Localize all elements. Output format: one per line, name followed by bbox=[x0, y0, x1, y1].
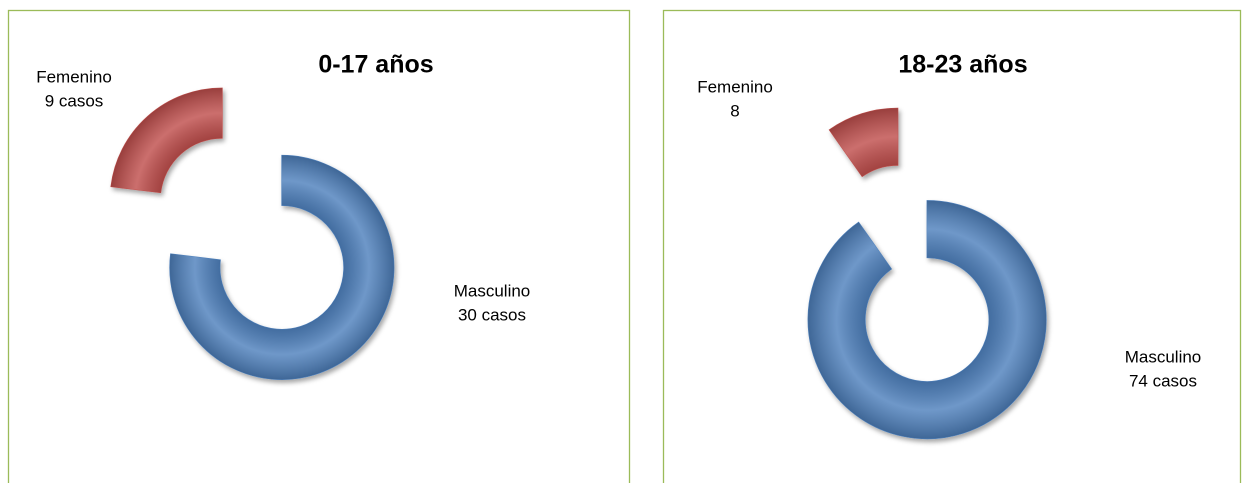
value-label: 30 casos bbox=[458, 305, 526, 324]
value-label: 8 bbox=[730, 101, 739, 120]
value-label: 9 casos bbox=[45, 91, 104, 110]
category-label: Masculino bbox=[1125, 347, 1202, 366]
chart-title: 18-23 años bbox=[898, 51, 1027, 79]
chart-title: 0-17 años bbox=[318, 51, 433, 79]
category-label: Masculino bbox=[454, 281, 531, 300]
value-label: 74 casos bbox=[1129, 371, 1197, 390]
category-label: Femenino bbox=[697, 77, 773, 96]
category-label: Femenino bbox=[36, 67, 112, 86]
